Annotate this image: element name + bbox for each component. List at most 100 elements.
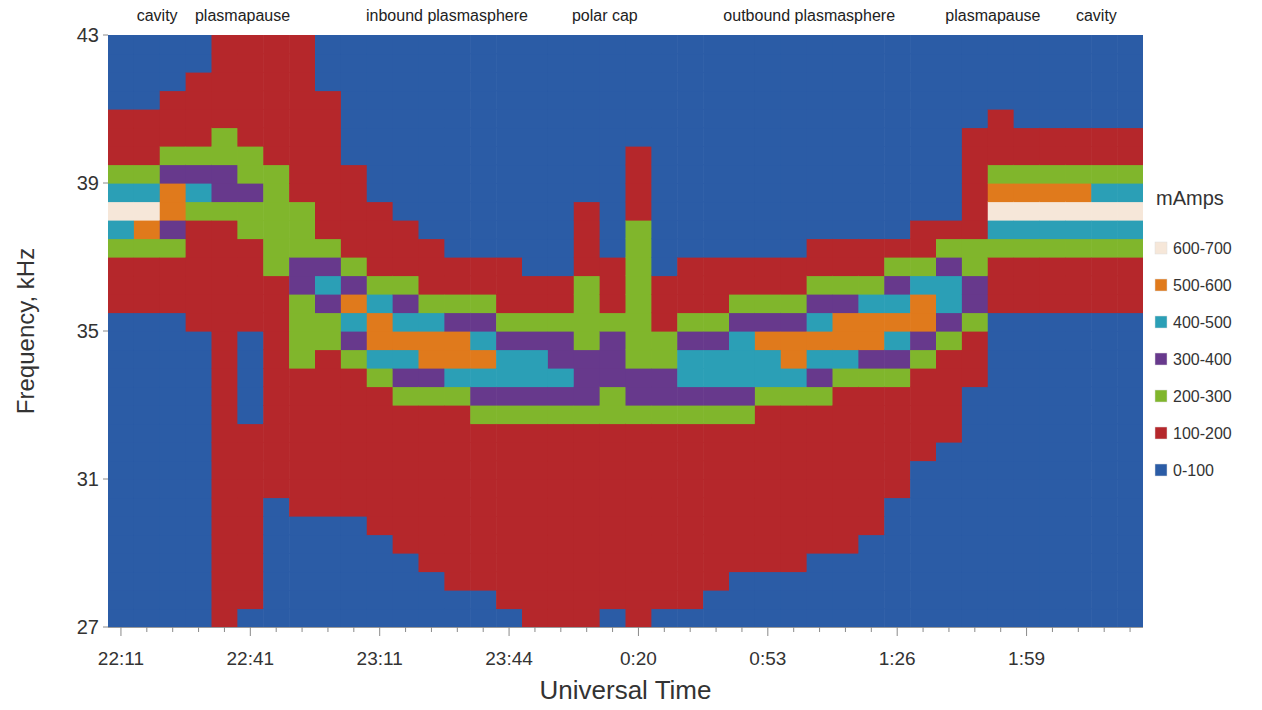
heat-cell bbox=[108, 424, 134, 443]
heat-cell bbox=[212, 368, 238, 387]
heat-cell bbox=[936, 257, 962, 276]
heat-cell bbox=[755, 424, 781, 443]
heat-cell bbox=[1014, 220, 1040, 239]
heat-cell bbox=[677, 54, 703, 73]
heat-cell bbox=[962, 313, 988, 332]
heat-cell bbox=[1065, 516, 1091, 535]
heat-cell bbox=[1091, 313, 1117, 332]
heat-cell bbox=[600, 405, 626, 424]
heat-cell bbox=[522, 498, 548, 517]
heat-cell bbox=[444, 498, 470, 517]
heat-cell bbox=[884, 461, 910, 480]
heat-cell bbox=[212, 516, 238, 535]
heat-cell bbox=[160, 128, 186, 147]
heat-cell bbox=[289, 294, 315, 313]
heat-cell bbox=[341, 72, 367, 91]
heat-cell bbox=[393, 516, 419, 535]
heat-cell bbox=[160, 313, 186, 332]
heat-cell bbox=[600, 128, 626, 147]
heat-cell bbox=[367, 35, 393, 54]
heat-cell bbox=[470, 165, 496, 184]
heat-cell bbox=[496, 350, 522, 369]
heat-cell bbox=[703, 128, 729, 147]
heat-cell bbox=[626, 294, 652, 313]
heat-cell bbox=[677, 387, 703, 406]
heat-cell bbox=[496, 516, 522, 535]
heat-cell bbox=[160, 276, 186, 295]
heat-cell bbox=[781, 609, 807, 628]
x-tick-label: 1:26 bbox=[879, 648, 916, 669]
heat-cell bbox=[1117, 498, 1143, 517]
heat-cell bbox=[1040, 109, 1066, 128]
heat-cell bbox=[677, 350, 703, 369]
heat-cell bbox=[703, 313, 729, 332]
heat-cell bbox=[910, 239, 936, 258]
heat-cell bbox=[496, 276, 522, 295]
heat-cell bbox=[884, 276, 910, 295]
heat-cell bbox=[160, 442, 186, 461]
heat-cell bbox=[367, 294, 393, 313]
heat-cell bbox=[263, 294, 289, 313]
heat-cell bbox=[626, 257, 652, 276]
heat-cell bbox=[419, 590, 445, 609]
heat-cell bbox=[884, 128, 910, 147]
heat-cell bbox=[574, 183, 600, 202]
heat-cell bbox=[1091, 331, 1117, 350]
heat-cell bbox=[108, 54, 134, 73]
heat-cell bbox=[470, 368, 496, 387]
heat-cell bbox=[858, 368, 884, 387]
heat-cell bbox=[884, 109, 910, 128]
heat-cell bbox=[1014, 146, 1040, 165]
heat-cell bbox=[160, 183, 186, 202]
heat-cell bbox=[807, 498, 833, 517]
heat-cell bbox=[393, 165, 419, 184]
heat-cell bbox=[1117, 313, 1143, 332]
x-tick bbox=[560, 627, 561, 632]
heat-cell bbox=[134, 276, 160, 295]
heat-cell bbox=[574, 461, 600, 480]
heat-cell bbox=[496, 128, 522, 147]
heat-cell bbox=[496, 479, 522, 498]
heat-cell bbox=[212, 609, 238, 628]
heat-cell bbox=[186, 239, 212, 258]
heat-cell bbox=[1065, 146, 1091, 165]
heat-cell bbox=[237, 405, 263, 424]
heat-cell bbox=[160, 257, 186, 276]
x-tick-label: 0:53 bbox=[749, 648, 786, 669]
heat-cell bbox=[626, 146, 652, 165]
heat-cell bbox=[626, 313, 652, 332]
heat-cell bbox=[134, 220, 160, 239]
heat-cell bbox=[496, 220, 522, 239]
heat-cell bbox=[781, 442, 807, 461]
heat-cell bbox=[1117, 590, 1143, 609]
legend-swatch bbox=[1155, 353, 1167, 365]
heat-cell bbox=[134, 294, 160, 313]
heat-cell bbox=[1014, 109, 1040, 128]
x-tick bbox=[250, 627, 251, 636]
heat-cell bbox=[522, 239, 548, 258]
heat-cell bbox=[936, 405, 962, 424]
heat-cell bbox=[600, 146, 626, 165]
heat-cell bbox=[600, 535, 626, 554]
heat-cell bbox=[910, 257, 936, 276]
heat-cell bbox=[160, 220, 186, 239]
heat-cell bbox=[548, 128, 574, 147]
heat-cell bbox=[419, 572, 445, 591]
heat-cell bbox=[496, 294, 522, 313]
x-tick bbox=[405, 627, 406, 632]
heat-cell bbox=[134, 165, 160, 184]
heat-cell bbox=[237, 294, 263, 313]
heat-cell bbox=[807, 146, 833, 165]
heat-cell bbox=[263, 35, 289, 54]
heat-cell bbox=[807, 35, 833, 54]
heat-cell bbox=[522, 257, 548, 276]
heat-cell bbox=[1040, 442, 1066, 461]
heat-cell bbox=[1091, 387, 1117, 406]
heat-cell bbox=[263, 590, 289, 609]
heat-cell bbox=[729, 183, 755, 202]
heat-cell bbox=[1040, 350, 1066, 369]
heat-cell bbox=[988, 442, 1014, 461]
heat-cell bbox=[444, 239, 470, 258]
heat-cell bbox=[186, 516, 212, 535]
heat-cell bbox=[936, 165, 962, 184]
